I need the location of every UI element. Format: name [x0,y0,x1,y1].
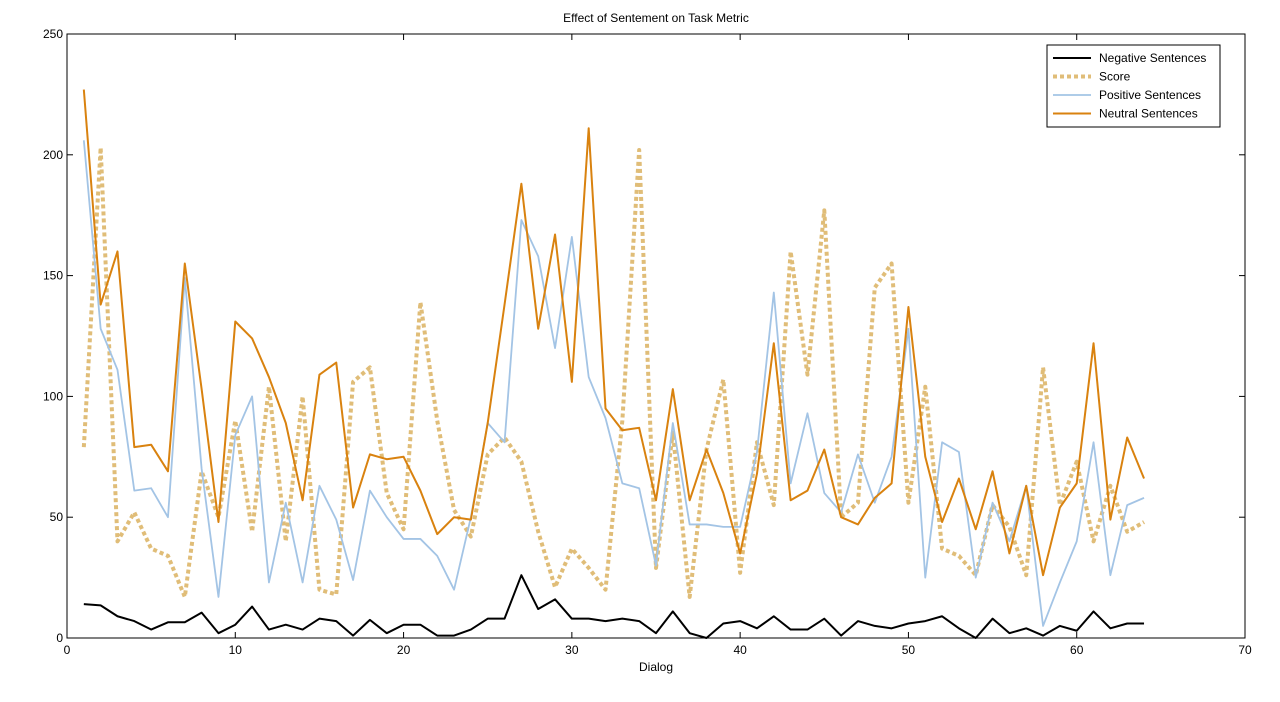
y-tick-label: 200 [43,148,63,162]
x-tick-label: 70 [1238,643,1252,657]
y-tick-label: 150 [43,269,63,283]
y-tick-label: 50 [50,510,64,524]
x-axis-label: Dialog [639,660,673,674]
plot-area [66,33,1246,639]
series-line-neutral-sentences [82,89,1145,577]
legend-items: Negative Sentences Score Positive Sentence… [1053,51,1206,121]
x-tick-label: 20 [397,643,411,657]
chart-title: Effect of Sentement on Task Metric [563,11,749,25]
x-tick-label: 0 [64,643,71,657]
axis-ticks: 0 10 20 30 40 50 60 70 0 50 100 150 200 250 [43,27,1252,657]
legend-label: Neutral Sentences [1099,107,1198,121]
legend-label: Negative Sentences [1099,51,1206,65]
legend-label: Positive Sentences [1099,88,1201,102]
legend: Negative Sentences Score Positive Sentence… [1046,44,1221,128]
y-tick-label: 250 [43,27,63,41]
x-tick-label: 50 [902,643,916,657]
series-line-positive-sentences [82,140,1145,627]
series-line-score [81,145,1146,599]
x-tick-label: 40 [733,643,747,657]
x-tick-label: 60 [1070,643,1084,657]
y-tick-label: 100 [43,389,63,403]
x-tick-label: 10 [229,643,243,657]
x-tick-label: 30 [565,643,579,657]
y-tick-label: 0 [56,631,63,645]
series-lines [81,89,1146,639]
series-line-negative-sentences [83,574,1145,639]
legend-label: Score [1099,70,1131,84]
